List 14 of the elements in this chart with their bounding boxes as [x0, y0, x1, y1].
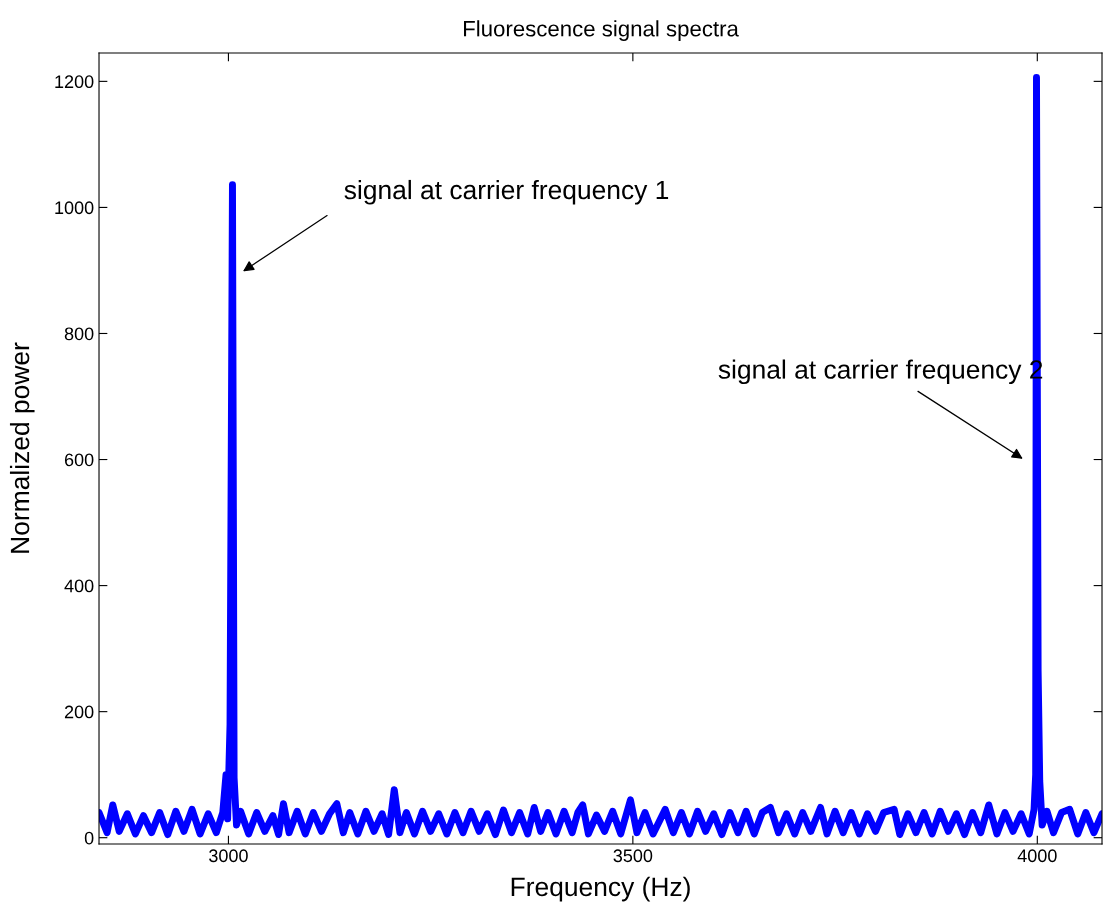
- y-tick-label: 400: [64, 579, 94, 593]
- x-tick-label: 3000: [209, 849, 248, 863]
- y-axis-title: Normalized power: [9, 342, 35, 553]
- y-tick-label: 0: [84, 831, 94, 845]
- y-tick-label: 600: [64, 453, 94, 467]
- y-tick-label: 800: [64, 327, 94, 341]
- chart-title: Fluorescence signal spectra: [464, 20, 739, 41]
- x-tick-label: 3500: [613, 849, 653, 863]
- annotation: signal at carrier frequency 1: [344, 179, 669, 205]
- y-tick-label: 200: [64, 705, 94, 719]
- x-tick-label: 4000: [1017, 849, 1057, 863]
- y-tick-label: 1000: [55, 201, 94, 215]
- x-axis-title: Frequency (Hz): [511, 876, 690, 902]
- y-tick-label: 1200: [55, 75, 94, 89]
